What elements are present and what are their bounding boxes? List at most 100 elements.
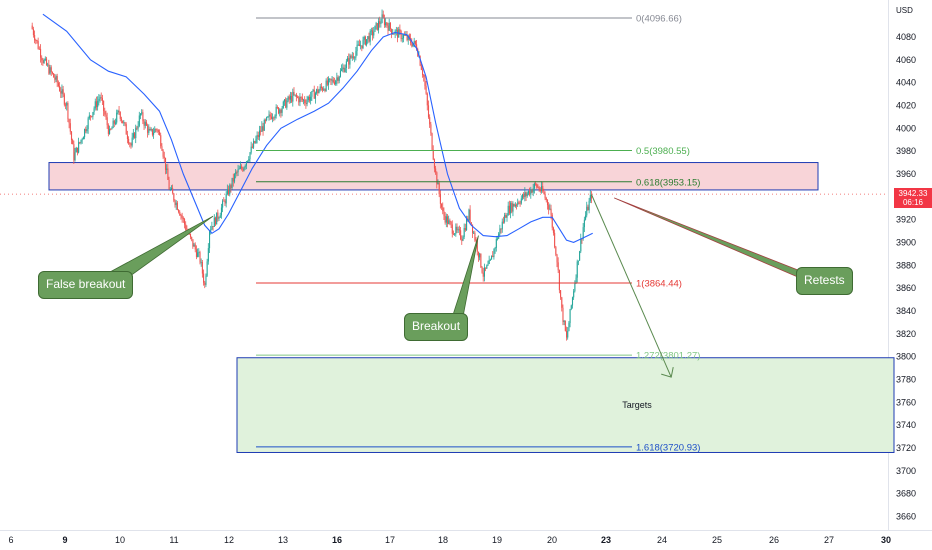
candle-body (380, 22, 382, 24)
candle-body (400, 31, 402, 39)
candle-body (331, 79, 333, 81)
x-tick-label: 13 (278, 535, 288, 545)
candle-body (212, 226, 214, 227)
candle-body (373, 31, 375, 36)
candle-body (413, 40, 415, 44)
candle-body (326, 80, 328, 85)
candle-body (305, 103, 307, 105)
candle-body (330, 78, 332, 81)
candle-body (188, 233, 190, 235)
x-tick-label: 30 (881, 535, 891, 545)
candle-body (318, 90, 320, 94)
candle-body (175, 202, 177, 206)
candle-body (56, 76, 58, 83)
y-tick-label: 3920 (896, 215, 916, 225)
candle-body (162, 150, 164, 157)
candle-body (516, 204, 518, 206)
candle-body (558, 270, 560, 291)
x-tick-label: 23 (601, 535, 611, 545)
candle-body (194, 244, 196, 250)
target-zone[interactable] (236, 357, 895, 453)
y-tick-label: 3820 (896, 329, 916, 339)
candle-body (439, 194, 441, 204)
candle-body (280, 109, 282, 113)
fib-level-label: 0(4096.66) (636, 13, 682, 24)
candle-body (443, 211, 445, 216)
candle-body (135, 127, 137, 139)
candle-body (423, 75, 425, 77)
candle-body (116, 112, 118, 123)
candle-body (229, 185, 231, 195)
candle-body (191, 236, 193, 240)
candle-body (466, 218, 468, 231)
candle-body (239, 166, 242, 169)
fib-level-label: 1(3864.44) (636, 279, 682, 290)
candle-body (268, 114, 270, 117)
candle-body (285, 99, 287, 108)
candle-body (197, 252, 199, 257)
candle-body (382, 14, 384, 18)
breakout-callout[interactable]: Breakout (404, 313, 469, 341)
x-tick-label: 6 (8, 535, 13, 545)
x-tick-label: 9 (62, 535, 67, 545)
candle-body (111, 128, 113, 130)
moving-average-line (42, 13, 593, 243)
fibonacci-levels[interactable]: 0(4096.66) 0.5(3980.55) 0.618(3953.15) 1(38… (256, 13, 700, 453)
candle-body (170, 188, 173, 189)
candle-body (590, 194, 593, 199)
candle-body (344, 68, 346, 73)
candle-body (511, 203, 513, 212)
candle-body (269, 114, 271, 117)
candle-body (164, 157, 167, 170)
false-breakout-callout[interactable]: False breakout (38, 271, 134, 299)
candle-body (564, 320, 566, 331)
candle-body (222, 200, 224, 208)
candle-body (433, 159, 436, 169)
candle-body (304, 99, 306, 104)
candle-body (182, 218, 184, 220)
candle-body (432, 149, 434, 160)
y-tick-label: 3740 (896, 420, 916, 430)
candle-body (324, 89, 326, 91)
candle-body (128, 138, 130, 144)
candle-body (485, 267, 487, 269)
candle-body (587, 206, 589, 211)
candle-body (142, 112, 144, 122)
candle-body (470, 222, 472, 225)
candle-body (184, 219, 186, 225)
candle-body (554, 232, 556, 247)
candle-body (457, 229, 459, 231)
y-tick-label: 3960 (896, 169, 916, 179)
candle-body (431, 133, 433, 150)
candle-body (134, 133, 136, 139)
candle-body (541, 186, 543, 192)
candle-body (37, 41, 39, 49)
candle-body (320, 86, 322, 88)
candle-body (521, 194, 524, 199)
candle-body (137, 125, 139, 129)
candle-body (154, 129, 156, 133)
candle-body (293, 91, 295, 95)
candle-body (50, 67, 52, 73)
candle-body (129, 143, 131, 145)
candle-body (329, 78, 331, 80)
candle-body (347, 58, 349, 62)
candle-body (441, 203, 443, 208)
candle-body (463, 228, 465, 237)
candle-body (533, 183, 535, 189)
candle-body (122, 120, 124, 124)
candle-body (272, 117, 274, 119)
candle-body (200, 261, 202, 263)
candle-body (299, 96, 301, 103)
candle-body (65, 104, 67, 106)
retests-callout[interactable]: Retests (796, 267, 853, 295)
candle-body (67, 103, 69, 120)
candle-body (420, 65, 422, 70)
candle-body (87, 118, 89, 130)
candle-body (273, 117, 275, 119)
resistance-zone[interactable] (48, 162, 819, 191)
candle-body (241, 166, 243, 169)
candle-body (348, 58, 350, 65)
candle-body (289, 95, 292, 100)
